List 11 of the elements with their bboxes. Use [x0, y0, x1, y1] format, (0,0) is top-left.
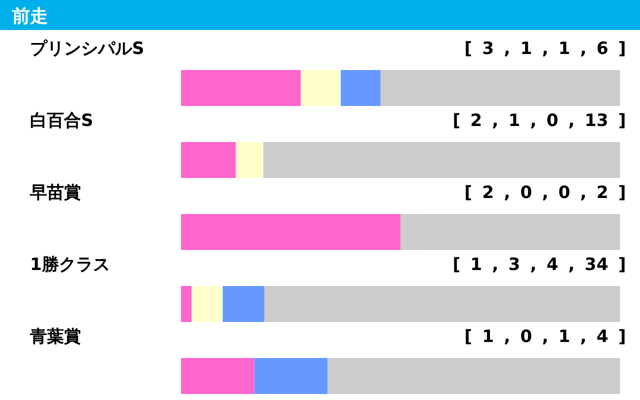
annotation: [ 3 , 1 , 1 , 6 ] — [464, 39, 626, 59]
annotation: [ 1 , 0 , 1 , 4 ] — [464, 327, 626, 347]
y-tick-label: 白百合S — [30, 111, 94, 131]
annotation: [ 2 , 0 , 0 , 2 ] — [464, 183, 626, 203]
annotation: [ 1 , 3 , 4 , 34 ] — [452, 255, 626, 275]
y-tick-label: 早苗賞 — [29, 183, 81, 203]
y-tick-label: 1勝クラス — [30, 255, 110, 275]
y-tick-label: プリンシパルS — [30, 39, 144, 59]
y-tick-label: 青葉賞 — [29, 327, 81, 347]
annotation: [ 2 , 1 , 0 , 13 ] — [452, 111, 626, 131]
text: 前走 — [11, 6, 48, 27]
